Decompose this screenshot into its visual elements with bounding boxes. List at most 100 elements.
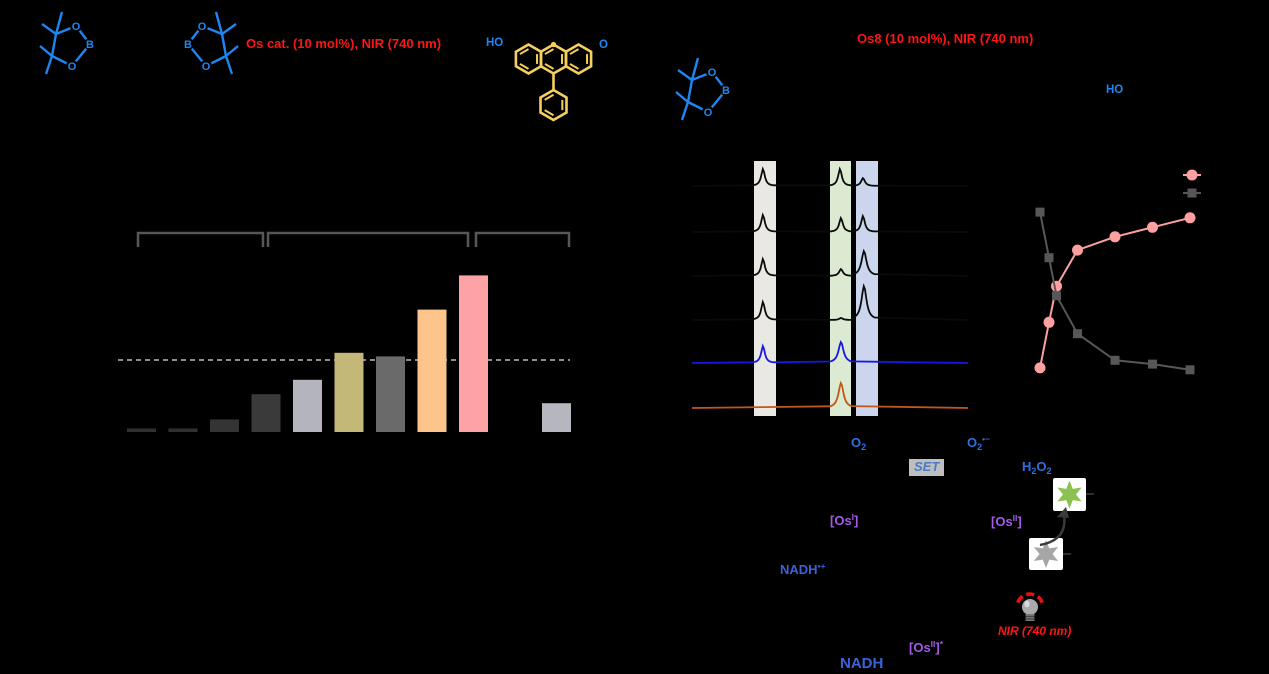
atom-mask bbox=[702, 106, 714, 118]
data-point-product bbox=[1051, 280, 1062, 292]
nmr-stack-plot bbox=[691, 161, 969, 416]
bond bbox=[54, 11, 64, 35]
atom-label: B bbox=[722, 85, 730, 97]
atom-label: O bbox=[198, 21, 207, 33]
bar-4 bbox=[251, 394, 281, 432]
data-point-reactant bbox=[1035, 207, 1045, 217]
inner-bond bbox=[544, 109, 555, 117]
bond bbox=[675, 91, 689, 103]
bpin-structure-icon-2: OBO bbox=[182, 11, 239, 75]
bar-5 bbox=[293, 379, 322, 432]
superoxide-label: O2•− bbox=[967, 434, 991, 452]
atom-label: O bbox=[72, 21, 81, 33]
highlight-band-1 bbox=[754, 161, 776, 416]
red-glow-icon bbox=[1016, 592, 1044, 604]
atom-mask bbox=[84, 38, 96, 50]
bulb-base bbox=[1025, 614, 1035, 621]
oxygen-dot bbox=[550, 41, 557, 48]
bar-1 bbox=[127, 428, 156, 432]
nir-light-label: NIR (740 nm) bbox=[998, 624, 1072, 638]
bond bbox=[225, 45, 239, 57]
atom-label: O bbox=[68, 61, 77, 73]
ring bbox=[539, 88, 568, 122]
legend-marker-reactant bbox=[1187, 188, 1197, 198]
group-bracket-3 bbox=[474, 231, 571, 247]
highlight-band-2 bbox=[830, 161, 851, 416]
atom-mask bbox=[200, 60, 212, 72]
data-point-reactant bbox=[1185, 365, 1195, 375]
o2-label: O2 bbox=[851, 435, 867, 452]
atom-mask bbox=[196, 20, 208, 32]
kinetics-plot bbox=[1034, 169, 1201, 375]
bulb-highlight bbox=[1024, 600, 1030, 608]
bar-7 bbox=[376, 356, 405, 432]
bond bbox=[677, 69, 693, 81]
group-bracket-1 bbox=[136, 231, 265, 247]
inner-bond bbox=[569, 48, 580, 55]
nmr-trace-6 bbox=[691, 380, 969, 409]
nmr-trace-3 bbox=[691, 248, 969, 277]
atom-mask bbox=[66, 60, 78, 72]
bond bbox=[224, 55, 234, 75]
set-badge: SET bbox=[909, 459, 945, 476]
atom-label: O bbox=[708, 67, 717, 79]
dye-structure-icon bbox=[514, 41, 593, 122]
data-point-product bbox=[1072, 244, 1083, 256]
dye-ho-label: HO bbox=[486, 37, 504, 49]
inner-bond bbox=[519, 48, 530, 55]
data-point-product bbox=[1147, 221, 1158, 233]
bond bbox=[690, 57, 700, 81]
nadh-radical-label: NADH•+ bbox=[780, 561, 826, 577]
bar-chart bbox=[118, 231, 571, 432]
bond bbox=[41, 23, 57, 35]
atom-mask bbox=[182, 38, 194, 50]
data-point-product bbox=[1109, 231, 1121, 243]
bond bbox=[221, 23, 237, 35]
bar-8 bbox=[417, 309, 447, 432]
bond bbox=[39, 45, 53, 57]
reaction-conditions-right: Os8 (10 mol%), NIR (740 nm) bbox=[857, 31, 1034, 46]
h2o2-label: H2O2 bbox=[1022, 459, 1052, 476]
bond bbox=[50, 33, 58, 57]
lightbulb-icon bbox=[1022, 599, 1038, 615]
inner-bond bbox=[569, 63, 580, 70]
atom-label: O bbox=[202, 61, 211, 73]
bond bbox=[214, 11, 224, 35]
curved-arrow-icon bbox=[1039, 513, 1066, 547]
inner-bond bbox=[544, 93, 555, 101]
nmr-trace-5 bbox=[691, 339, 969, 364]
legend-marker-product bbox=[1186, 169, 1198, 181]
reaction-conditions-left: Os cat. (10 mol%), NIR (740 nm) bbox=[246, 36, 442, 51]
highlight-band-3 bbox=[856, 161, 878, 416]
os-ii-star-label: [OsII]* bbox=[909, 639, 944, 655]
atom-mask bbox=[70, 20, 82, 32]
nmr-trace-1 bbox=[691, 166, 969, 187]
bar-9 bbox=[459, 275, 488, 432]
nmr-trace-2 bbox=[691, 212, 969, 233]
data-point-reactant bbox=[1073, 329, 1082, 339]
data-point-product bbox=[1184, 212, 1196, 224]
product-ho-label: HO bbox=[1106, 84, 1124, 96]
bpin-structure-icon-1: OBO bbox=[39, 11, 96, 75]
group-bracket-2 bbox=[266, 231, 470, 247]
os-i-label: [OsI] bbox=[830, 512, 859, 528]
data-point-reactant bbox=[1044, 253, 1054, 263]
bar-10 bbox=[542, 403, 571, 432]
inner-bond bbox=[544, 63, 555, 70]
bar-3 bbox=[210, 419, 239, 432]
inner-bond bbox=[544, 48, 555, 55]
inner-bond bbox=[519, 63, 530, 70]
bond bbox=[44, 55, 54, 75]
bpin-structure-icon-3: OBO bbox=[675, 57, 732, 121]
data-point-reactant bbox=[1110, 355, 1120, 365]
star-green-icon bbox=[1057, 480, 1082, 509]
data-point-reactant bbox=[1052, 291, 1061, 301]
star-gray-icon bbox=[1033, 540, 1059, 568]
data-point-product bbox=[1043, 316, 1055, 328]
nadh-label: NADH bbox=[840, 655, 884, 672]
bar-6 bbox=[334, 352, 364, 432]
bond bbox=[680, 101, 690, 121]
